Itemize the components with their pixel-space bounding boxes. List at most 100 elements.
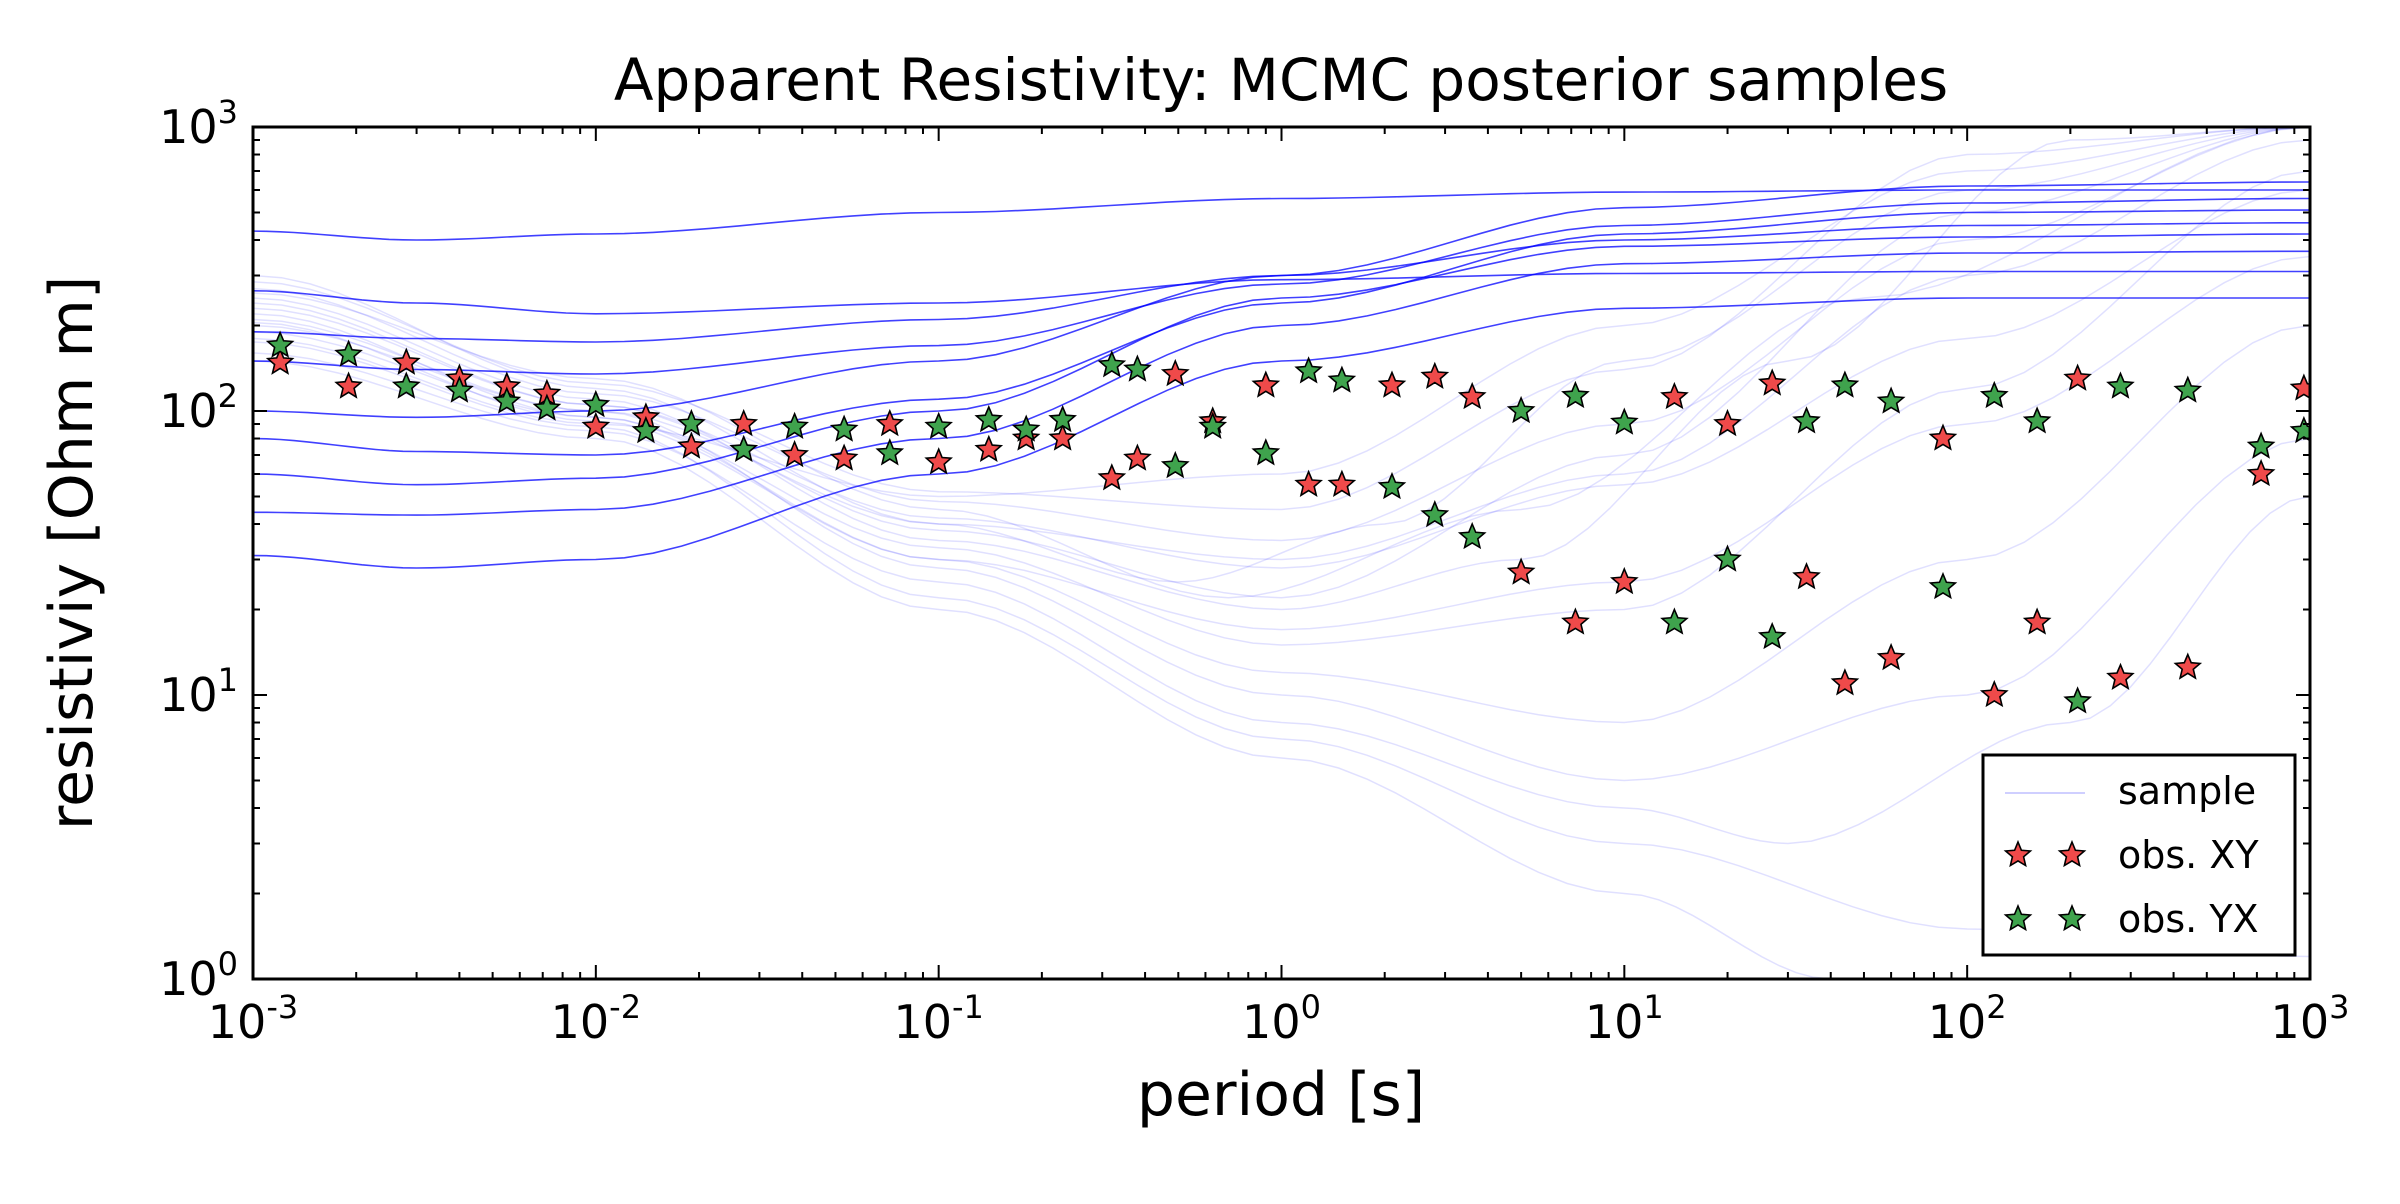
obs-xy-star [1792, 562, 1821, 590]
sample-curve [253, 222, 2310, 343]
sample-curve [253, 250, 2310, 516]
obs-xy-star [1327, 469, 1357, 498]
obs-yx-star [1979, 380, 2009, 409]
obs-yx-star [2173, 375, 2203, 403]
obs-yx-star [1506, 395, 1536, 424]
x-tick-label: 10-2 [551, 988, 641, 1049]
obs-xy-star [1123, 443, 1152, 471]
legend-yx-markers [2003, 903, 2087, 932]
obs-yx-star [1198, 411, 1228, 439]
sample-curve [253, 209, 2310, 456]
obs-xy-star [780, 439, 809, 468]
axis-ticks [252, 126, 2311, 980]
obs-xy-star [829, 443, 859, 471]
legend: sample obs. XY obs. YX [1981, 753, 2297, 957]
obs-yx-star [1792, 406, 1821, 434]
obs-yx-star [2022, 406, 2052, 434]
legend-yx-star [2003, 903, 2033, 932]
chart-title: Apparent Resistivity: MCMC posterior sam… [614, 46, 1948, 114]
obs-yx-star [974, 404, 1004, 433]
legend-xy-star [2003, 839, 2033, 868]
obs-xy-star [1979, 679, 2009, 708]
obs-xy-star [1097, 463, 1127, 491]
x-tick-label: 10-1 [893, 988, 983, 1049]
observation-markers-layer [265, 330, 2310, 714]
legend-xy-star [2057, 839, 2087, 868]
obs-yx-star [1610, 407, 1639, 435]
obs-yx-star [1327, 365, 1357, 393]
obs-yx-star [2106, 371, 2135, 399]
y-tick-labels: 100 101 102 103 [159, 93, 238, 1006]
sample-curve [253, 181, 2310, 419]
obs-xy-star [2063, 363, 2092, 391]
legend-xy-markers [2003, 839, 2087, 868]
obs-xy-star [2173, 652, 2203, 680]
obs-yx-star [2063, 686, 2092, 714]
obs-yx-star [1123, 354, 1152, 382]
sample-curve [253, 360, 2310, 979]
obs-yx-star [1048, 404, 1077, 433]
obs-yx-star [1160, 450, 1190, 479]
obs-yx-star [265, 330, 295, 358]
obs-yx-star [492, 386, 522, 414]
obs-yx-star [1757, 621, 1787, 650]
obs-yx-star [677, 408, 706, 437]
x-tick-label: 101 [1585, 988, 1664, 1049]
sample-curve [253, 127, 2310, 511]
legend-label-obs-xy: obs. XY [2118, 833, 2259, 877]
obs-yx-star [334, 339, 363, 367]
legend-box [1981, 753, 2297, 957]
obs-yx-star [1097, 350, 1127, 378]
x-tick-labels: 10-3 10-2 10-1 100 101 102 103 [208, 988, 2350, 1049]
obs-yx-star [1561, 380, 1590, 409]
sample-curve [253, 197, 2310, 375]
obs-xy-star [1160, 358, 1190, 387]
obs-xy-star [924, 447, 953, 475]
obs-xy-star [2289, 373, 2310, 401]
obs-xy-star [875, 408, 905, 437]
obs-yx-star [1713, 544, 1742, 572]
obs-xy-star [334, 371, 363, 399]
obs-yx-star [1011, 414, 1041, 442]
obs-yx-star [1876, 386, 1906, 414]
obs-xy-star [1294, 469, 1323, 498]
obs-yx-star [1294, 356, 1323, 384]
obs-xy-star [2106, 662, 2135, 691]
x-axis-label: period [s] [1137, 1060, 1425, 1130]
obs-xy-star [1660, 381, 1689, 410]
obs-yx-star [729, 434, 759, 462]
obs-yx-star [1928, 571, 1958, 600]
obs-xy-star [1928, 423, 1958, 451]
obs-yx-star [924, 411, 953, 440]
obs-xy-star [1251, 370, 1281, 398]
obs-yx-star [1457, 521, 1487, 550]
sample-curve [253, 270, 2310, 315]
y-tick-label: 100 [159, 945, 238, 1006]
sample-curve [253, 189, 2310, 241]
obs-xy-star [1561, 607, 1590, 635]
obs-yx-star [581, 389, 611, 418]
obs-yx-star [829, 414, 859, 442]
obs-yx-star [780, 411, 809, 439]
sample-curve [253, 352, 2310, 845]
x-tick-label: 10-3 [208, 988, 298, 1049]
obs-xy-star [1420, 361, 1450, 389]
x-tick-label: 100 [1242, 988, 1321, 1049]
obs-yx-star [445, 375, 474, 403]
legend-label-obs-yx: obs. YX [2118, 897, 2259, 941]
obs-xy-star [1713, 408, 1742, 437]
obs-xy-star [2022, 607, 2052, 635]
obs-xy-star [1506, 557, 1536, 585]
y-tick-label: 102 [159, 377, 238, 438]
obs-xy-star [2246, 458, 2276, 487]
x-tick-label: 103 [2271, 988, 2350, 1049]
obs-xy-star [1457, 381, 1487, 410]
sample-curve [253, 127, 2310, 583]
obs-xy-star [1830, 668, 1860, 696]
legend-label-sample: sample [2118, 769, 2256, 813]
obs-xy-star [391, 347, 421, 375]
sample-curve [253, 127, 2310, 611]
obs-xy-star [581, 411, 611, 440]
x-tick-label: 102 [1928, 988, 2007, 1049]
